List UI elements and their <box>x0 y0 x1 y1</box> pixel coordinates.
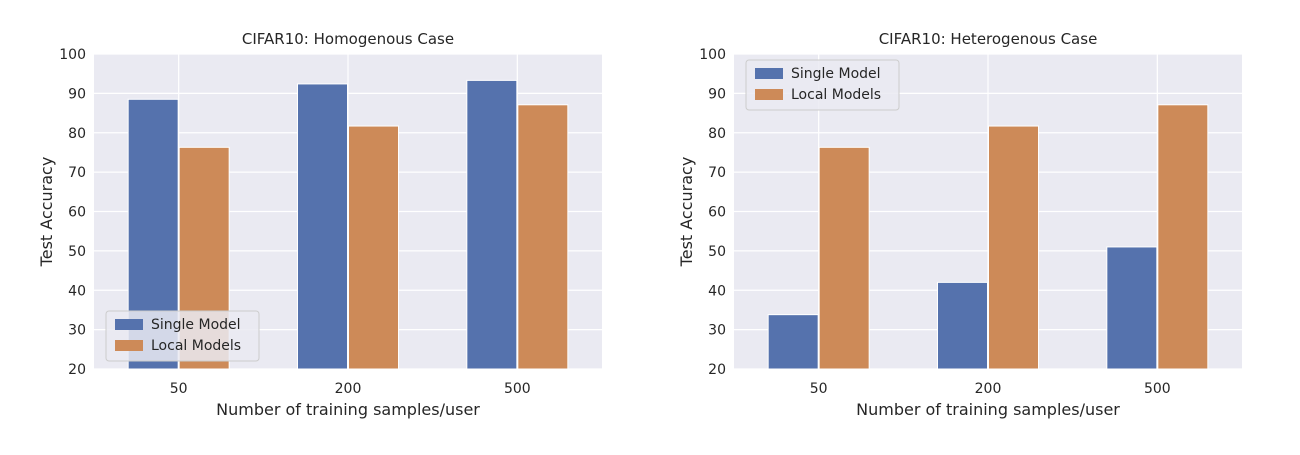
chart1-legend: Single Model Local Models <box>105 310 260 362</box>
chart1-bar-local-models <box>517 104 569 370</box>
chart2-x-axis-label: Number of training samples/user <box>856 400 1120 419</box>
chart2-xtick-label: 500 <box>1144 381 1171 397</box>
chart2-ytick-label: 70 <box>708 165 726 181</box>
chart1-ytick-label: 40 <box>68 283 86 299</box>
chart2-legend-label: Local Models <box>791 87 881 103</box>
chart1-legend-swatch <box>115 340 143 351</box>
chart1-xtick-label: 200 <box>335 381 362 397</box>
chart2-legend-swatch <box>755 89 783 100</box>
chart1-legend-box <box>105 310 260 362</box>
chart2-legend-label: Single Model <box>791 66 881 82</box>
chart2-ytick-label: 80 <box>708 126 726 142</box>
chart2: 20 30 40 50 60 70 80 90 100 50 200 500 CIFAR10: Hete… <box>677 30 1242 419</box>
chart2-bar-local-models <box>1157 104 1209 370</box>
chart2-ytick-label: 100 <box>699 47 726 63</box>
chart1-y-axis-label: Test Accuracy <box>37 157 56 268</box>
chart2-ytick-label: 20 <box>708 362 726 378</box>
chart2-bar-single-model <box>767 314 819 370</box>
chart1-ytick-label: 20 <box>68 362 86 378</box>
chart1-ytick-label: 50 <box>68 244 86 260</box>
chart2-legend-swatch <box>755 68 783 79</box>
chart1-legend-label: Local Models <box>151 338 241 354</box>
chart2-bar-local-models <box>988 125 1039 370</box>
chart2-ytick-label: 30 <box>708 323 726 339</box>
chart2-bar-single-model <box>1106 246 1158 370</box>
chart1-xtick-label: 500 <box>504 381 531 397</box>
chart1-bar-local-models <box>348 125 399 370</box>
chart2-bar-local-models <box>818 146 870 370</box>
chart1-ytick-label: 60 <box>68 205 86 221</box>
chart1-xtick-label: 50 <box>170 381 188 397</box>
chart1-legend-swatch <box>115 319 143 330</box>
chart2-ytick-label: 60 <box>708 205 726 221</box>
chart1-bar-single-model <box>297 83 348 370</box>
chart2-y-axis-label: Test Accuracy <box>677 157 696 268</box>
chart2-legend: Single Model Local Models <box>745 59 900 111</box>
chart2-title: CIFAR10: Heterogenous Case <box>879 30 1098 48</box>
chart1-x-axis-label: Number of training samples/user <box>216 400 480 419</box>
chart2-xtick-label: 200 <box>975 381 1002 397</box>
chart1-ytick-label: 90 <box>68 86 86 102</box>
chart1-ytick-label: 30 <box>68 323 86 339</box>
chart1-legend-label: Single Model <box>151 317 241 333</box>
chart2-legend-box <box>745 59 900 111</box>
chart2-xtick-label: 50 <box>810 381 828 397</box>
chart1-ytick-label: 70 <box>68 165 86 181</box>
chart2-ytick-label: 50 <box>708 244 726 260</box>
chart2-bar-single-model <box>937 281 988 370</box>
chart1: 20 30 40 50 60 70 80 90 100 50 200 500 CIFAR10: Homo… <box>37 30 602 419</box>
chart2-ytick-label: 40 <box>708 283 726 299</box>
chart1-title: CIFAR10: Homogenous Case <box>242 30 454 48</box>
chart2-ytick-label: 90 <box>708 86 726 102</box>
chart1-ytick-label: 100 <box>59 47 86 63</box>
chart1-bar-single-model <box>466 79 518 370</box>
chart1-ytick-label: 80 <box>68 126 86 142</box>
